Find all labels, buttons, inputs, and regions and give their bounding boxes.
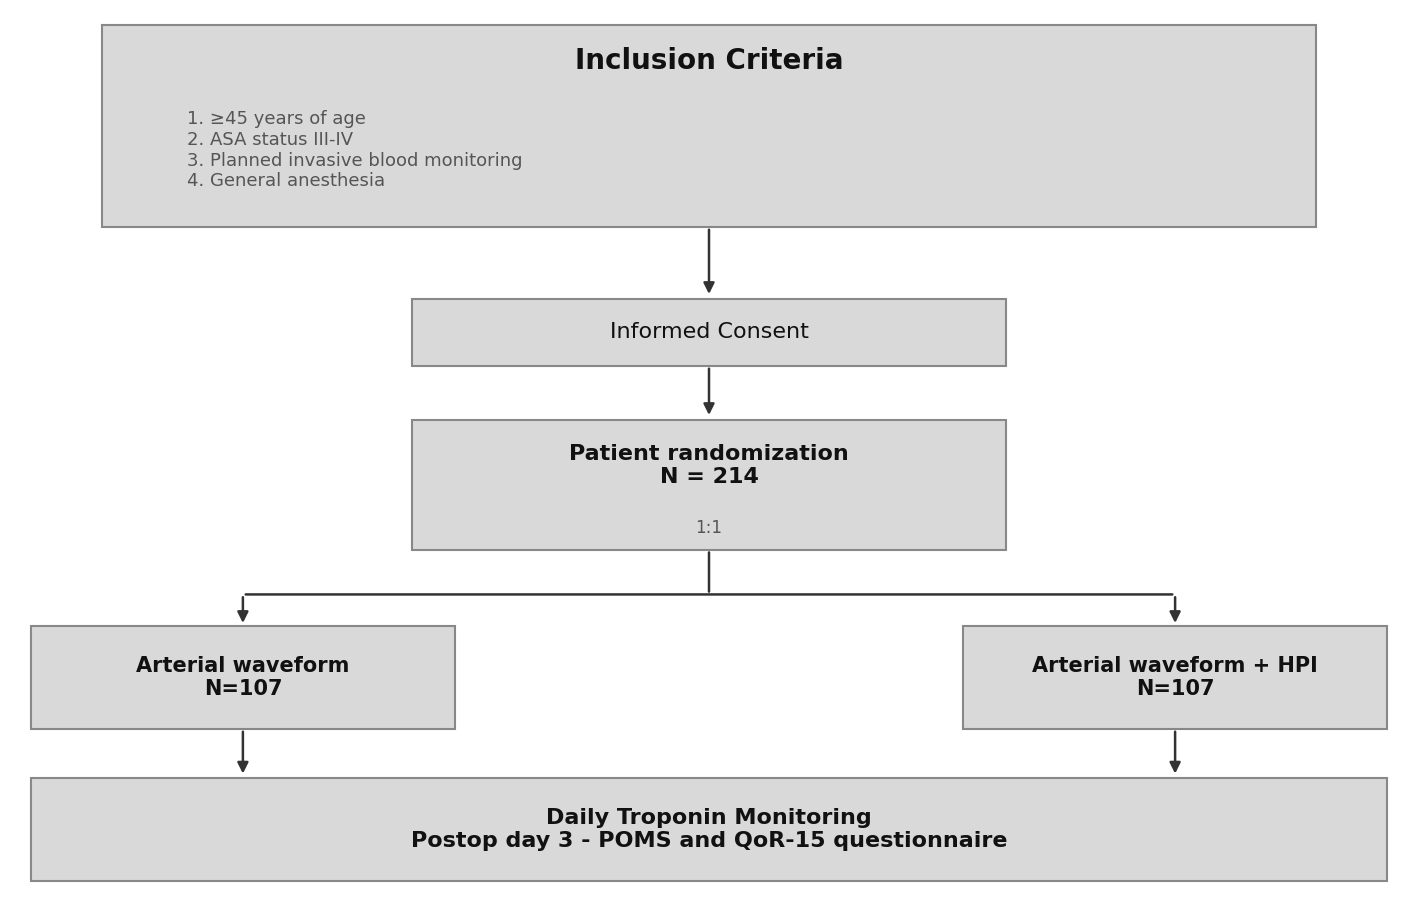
Text: Inclusion Criteria: Inclusion Criteria (574, 48, 844, 76)
Text: Informed Consent: Informed Consent (610, 322, 808, 342)
Text: 1. ≥45 years of age
2. ASA status III-IV
3. Planned invasive blood monitoring
4.: 1. ≥45 years of age 2. ASA status III-IV… (187, 110, 522, 190)
FancyBboxPatch shape (31, 778, 1387, 881)
Text: Daily Troponin Monitoring
Postop day 3 - POMS and QoR-15 questionnaire: Daily Troponin Monitoring Postop day 3 -… (411, 808, 1007, 851)
FancyBboxPatch shape (413, 299, 1005, 366)
FancyBboxPatch shape (963, 626, 1387, 729)
FancyBboxPatch shape (31, 626, 455, 729)
Text: Arterial waveform
N=107: Arterial waveform N=107 (136, 656, 350, 699)
Text: Patient randomization
N = 214: Patient randomization N = 214 (569, 444, 849, 487)
Text: Arterial waveform + HPI
N=107: Arterial waveform + HPI N=107 (1032, 656, 1317, 699)
FancyBboxPatch shape (102, 25, 1316, 227)
Text: 1:1: 1:1 (695, 519, 723, 537)
FancyBboxPatch shape (413, 419, 1005, 549)
